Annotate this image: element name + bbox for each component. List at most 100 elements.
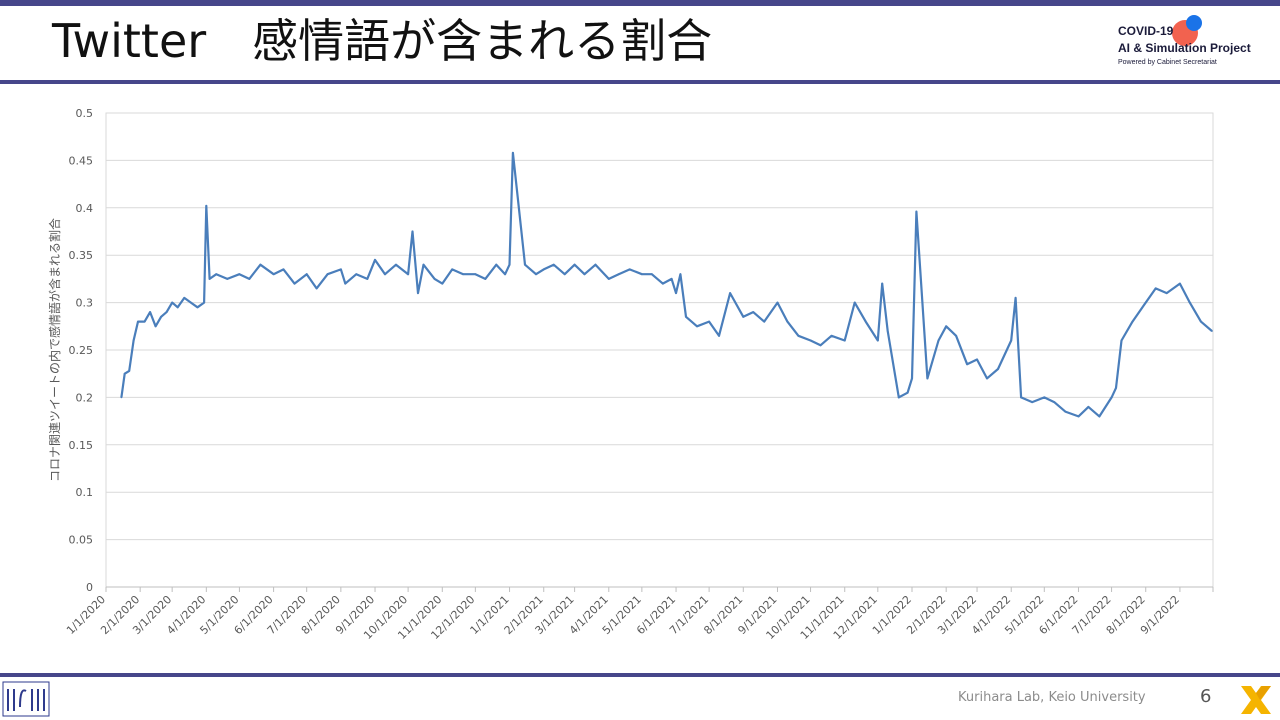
data-point — [670, 278, 673, 280]
data-point — [417, 292, 419, 294]
y-tick-label: 0.35 — [69, 249, 94, 262]
data-point — [132, 339, 135, 342]
data-point — [1115, 387, 1117, 389]
data-point — [1098, 415, 1101, 418]
x-axis-ticks: 1/1/20202/1/20203/1/20204/1/20205/1/2020… — [64, 587, 1214, 642]
data-point — [495, 263, 498, 266]
data-point — [176, 306, 179, 309]
data-point — [137, 320, 139, 323]
logo-line3: Powered by Cabinet Secretariat — [1118, 59, 1217, 66]
data-point — [542, 268, 545, 271]
data-point — [696, 325, 698, 328]
data-point — [583, 273, 586, 276]
data-point — [203, 301, 206, 304]
data-point — [563, 273, 566, 276]
data-point — [484, 278, 487, 280]
data-point — [718, 334, 720, 337]
data-point — [123, 372, 126, 375]
data-point — [945, 325, 948, 328]
y-tick-label: 0.15 — [69, 439, 94, 452]
data-point — [628, 268, 631, 271]
data-point — [955, 334, 957, 337]
data-point — [422, 263, 425, 266]
data-point — [326, 273, 329, 276]
project-logo: COVID-19 AI & Simulation Project Powered… — [1118, 15, 1278, 78]
data-point — [937, 339, 940, 342]
data-point — [407, 273, 409, 276]
y-tick-label: 0.5 — [76, 107, 94, 120]
data-point — [1120, 339, 1123, 342]
data-point — [752, 311, 755, 313]
data-point — [1165, 292, 1168, 294]
y-axis-ticks: 0 0.05 0.1 0.15 0.2 0.25 0.3 0.35 0.4 0.45 0.5 — [69, 107, 94, 594]
data-point — [661, 282, 664, 285]
data-point — [474, 273, 477, 276]
data-point — [128, 370, 131, 372]
data-point — [1020, 396, 1022, 399]
data-point — [315, 287, 318, 290]
data-point — [1053, 401, 1056, 403]
data-point — [819, 344, 822, 347]
data-point — [248, 278, 251, 280]
data-point — [366, 278, 369, 280]
data-point — [617, 273, 620, 276]
data-point — [282, 268, 285, 271]
data-point — [809, 339, 812, 342]
data-point — [272, 273, 275, 276]
data-point — [911, 377, 913, 380]
data-point — [411, 230, 414, 233]
x-mark-icon — [1241, 686, 1271, 714]
data-point — [573, 263, 576, 266]
page-number: 6 — [1200, 686, 1212, 707]
data-point — [1154, 287, 1157, 290]
data-point — [451, 268, 454, 271]
y-tick-label: 0.3 — [76, 297, 94, 310]
lab-logo-icon — [2, 681, 50, 717]
slide-title: Twitter 感情語が含まれる割合 — [52, 14, 713, 68]
y-tick-label: 0 — [86, 581, 93, 594]
logo-line2: AI & Simulation Project — [1118, 41, 1251, 55]
data-point — [897, 396, 900, 399]
y-tick-label: 0.45 — [69, 154, 94, 167]
data-point — [1200, 320, 1202, 323]
data-point — [830, 334, 833, 337]
data-point — [183, 297, 186, 299]
data-point — [1131, 320, 1134, 323]
data-point — [786, 320, 789, 323]
data-point — [1077, 415, 1080, 418]
data-point — [650, 273, 653, 276]
data-point — [976, 358, 978, 361]
data-point — [742, 315, 745, 318]
top-accent-bar — [0, 0, 1280, 6]
data-point — [997, 368, 999, 370]
data-point — [685, 315, 687, 318]
data-point — [763, 320, 766, 323]
data-point — [906, 391, 909, 394]
data-point — [1179, 282, 1181, 285]
data-point — [384, 273, 386, 276]
data-point — [441, 282, 444, 285]
data-point — [679, 273, 682, 276]
data-point — [259, 263, 262, 266]
header-rule — [0, 80, 1280, 84]
data-point — [374, 259, 376, 261]
data-point — [876, 339, 879, 342]
series-line — [120, 151, 1213, 418]
data-point — [552, 263, 555, 266]
data-point — [864, 320, 867, 323]
data-point — [594, 263, 597, 266]
data-point — [1031, 401, 1034, 403]
data-point — [915, 210, 918, 213]
data-point — [1014, 297, 1017, 299]
data-point — [395, 263, 397, 266]
data-point — [462, 273, 465, 276]
data-point — [149, 311, 152, 313]
data-point — [1110, 396, 1113, 399]
data-point — [305, 273, 308, 276]
data-point — [433, 278, 436, 280]
data-point — [160, 315, 163, 318]
data-point — [708, 320, 710, 323]
data-point — [1211, 330, 1213, 332]
data-point — [154, 325, 157, 328]
chart-gridlines — [105, 112, 1214, 588]
